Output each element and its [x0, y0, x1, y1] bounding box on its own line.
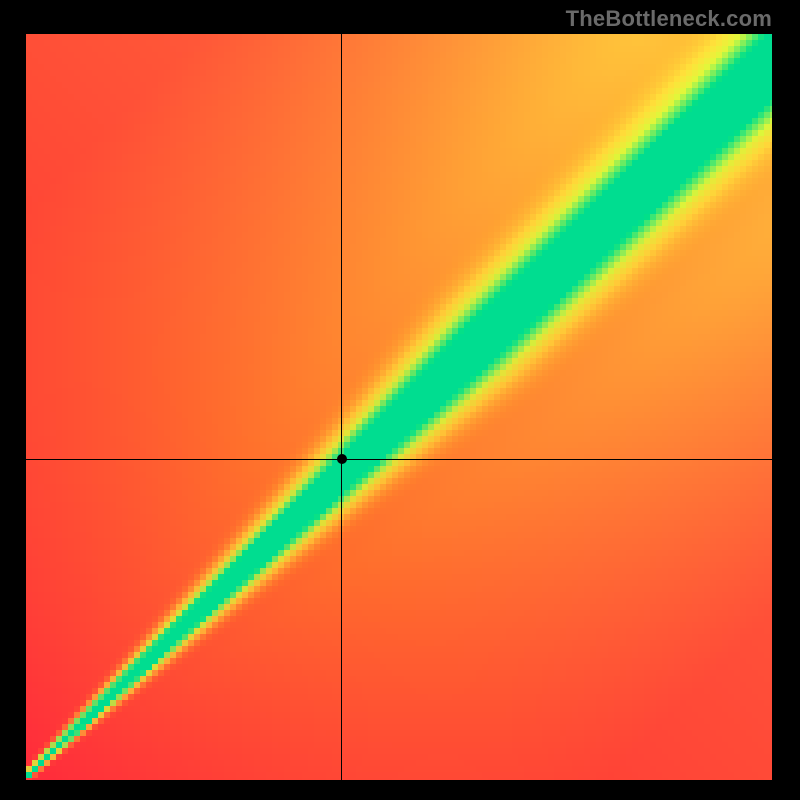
- chart-container: TheBottleneck.com: [0, 0, 800, 800]
- crosshair-vertical: [341, 34, 342, 780]
- crosshair-horizontal: [26, 459, 772, 460]
- watermark-text: TheBottleneck.com: [566, 6, 772, 32]
- heatmap-canvas: [26, 34, 772, 780]
- crosshair-marker: [337, 454, 347, 464]
